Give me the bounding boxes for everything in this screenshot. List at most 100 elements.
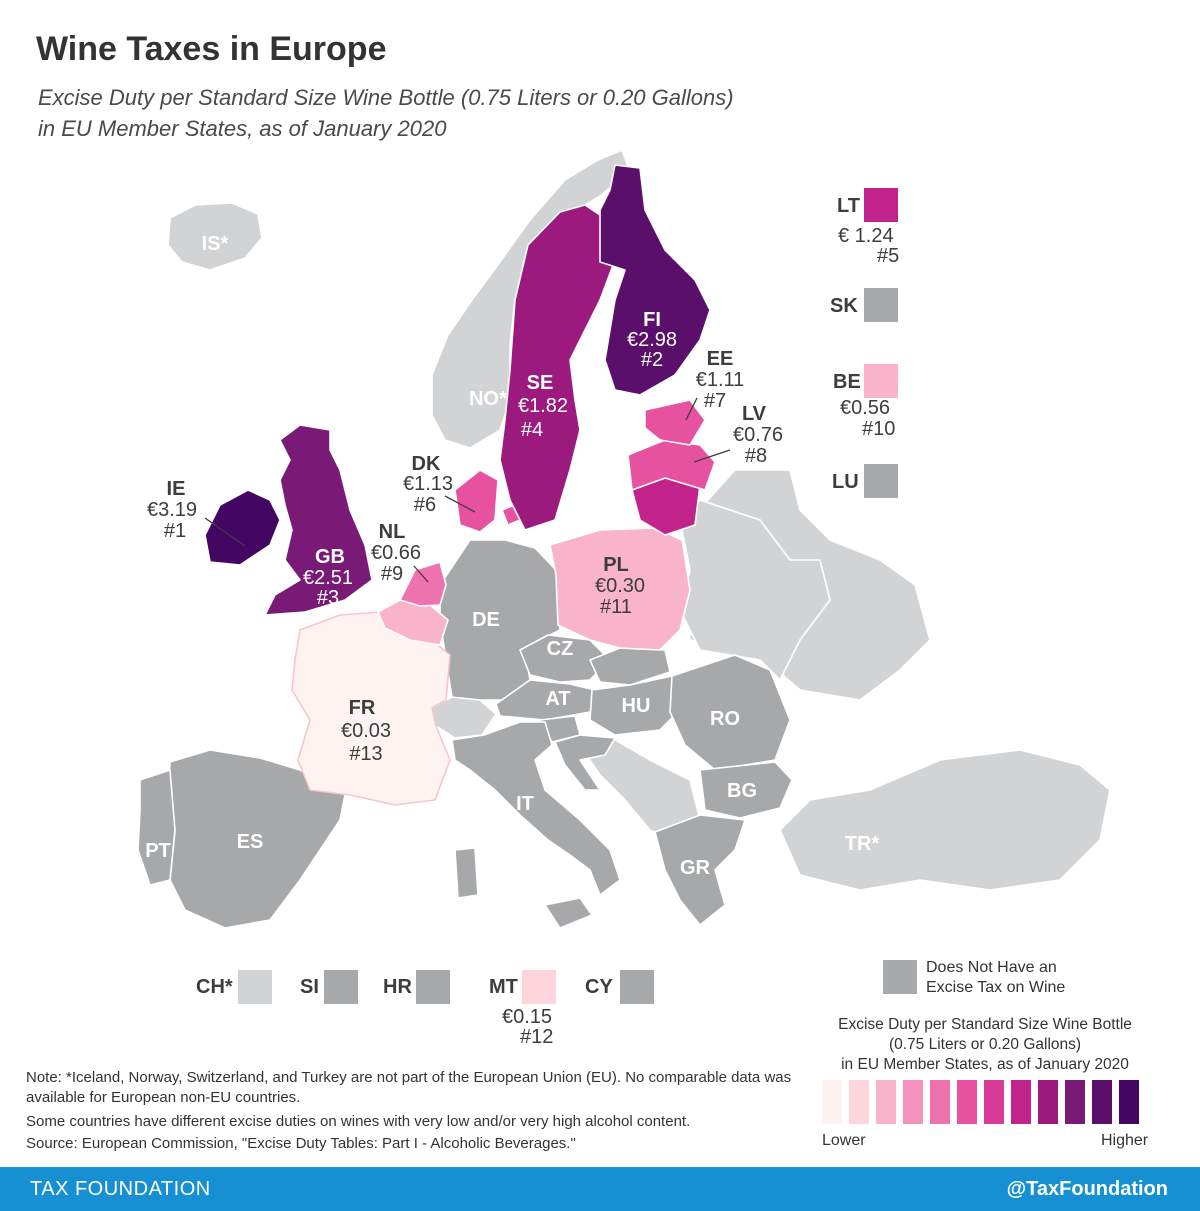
- footnotes: Note: *Iceland, Norway, Switzerland, and…: [26, 1068, 806, 1154]
- legend-no-tax-label: Does Not Have an Excise Tax on Wine: [926, 958, 1065, 998]
- svg-text:€0.76: €0.76: [733, 424, 783, 446]
- svg-text:IE: IE: [167, 478, 186, 500]
- country-denmark: [454, 469, 499, 533]
- small-label-si: SI: [300, 976, 319, 998]
- label-is: IS*: [202, 233, 229, 255]
- legend-ramp-swatch: [957, 1080, 977, 1124]
- country-italy: [451, 721, 621, 896]
- subtitle-line-1: Excise Duty per Standard Size Wine Bottl…: [38, 85, 734, 110]
- country-greece: [654, 814, 746, 926]
- label-group-se: SE €1.82 #4: [518, 372, 568, 441]
- label-group-ee: EE €1.11 #7: [696, 348, 745, 412]
- svg-text:#1: #1: [164, 520, 186, 542]
- svg-text:#13: #13: [349, 743, 382, 765]
- svg-text:€1.13: €1.13: [403, 473, 453, 495]
- inset-swatch-lt: [864, 188, 898, 222]
- page-title: Wine Taxes in Europe: [36, 30, 387, 68]
- legend-ramp-swatch: [1011, 1080, 1031, 1124]
- svg-text:NL: NL: [379, 521, 406, 543]
- country-romania: [669, 654, 791, 771]
- svg-text:€0.30: €0.30: [595, 575, 645, 597]
- label-group-dk: DK €1.13 #6: [403, 453, 453, 516]
- note-line-1: Note: *Iceland, Norway, Switzerland, and…: [26, 1069, 792, 1106]
- label-ro: RO: [710, 708, 740, 730]
- legend-ramp-swatch: [984, 1080, 1004, 1124]
- svg-text:PL: PL: [603, 554, 629, 576]
- small-swatch-hr: [416, 970, 450, 1004]
- small-label-cy: CY: [585, 976, 613, 998]
- leader-ee: [685, 397, 698, 421]
- legend-title-line-3: in EU Member States, as of January 2020: [841, 1056, 1129, 1073]
- label-group-nl: NL €0.66 #9: [371, 521, 421, 585]
- label-it: IT: [516, 793, 534, 815]
- inset-label-sk: SK: [830, 295, 858, 317]
- footer-brand: TAX FOUNDATION: [30, 1178, 211, 1200]
- legend-ramp-swatch: [1065, 1080, 1085, 1124]
- svg-text:FI: FI: [643, 309, 661, 331]
- inset-rank-lt: #5: [877, 245, 899, 267]
- country-croatia: [554, 734, 616, 791]
- svg-text:€1.82: €1.82: [518, 395, 568, 417]
- inset-label-be: BE: [833, 371, 861, 393]
- svg-text:#9: #9: [381, 563, 403, 585]
- label-pt: PT: [145, 840, 171, 862]
- svg-text:#11: #11: [600, 596, 632, 618]
- label-es: ES: [237, 831, 264, 853]
- legend-ramp-swatch: [849, 1080, 869, 1124]
- country-iceland: [167, 202, 263, 271]
- svg-text:€2.98: €2.98: [627, 329, 677, 351]
- country-united-kingdom: [264, 424, 373, 616]
- svg-text:€0.03: €0.03: [341, 720, 391, 742]
- legend-no-tax-swatch: [883, 960, 917, 994]
- legend-ramp-swatch: [930, 1080, 950, 1124]
- legend-ramp-swatch: [903, 1080, 923, 1124]
- legend-no-tax-line-1: Does Not Have an: [926, 959, 1057, 976]
- leader-dk: [444, 495, 476, 513]
- svg-text:#7: #7: [704, 390, 726, 412]
- small-label-ch: CH*: [196, 976, 233, 998]
- label-group-lv: LV €0.76 #8: [733, 403, 783, 467]
- svg-text:€3.19: €3.19: [147, 499, 197, 521]
- small-rank-mt: #12: [520, 1026, 554, 1048]
- legend-title: Excise Duty per Standard Size Wine Bottl…: [815, 1015, 1155, 1075]
- inset-value-lt: € 1.24: [838, 225, 894, 247]
- svg-text:€1.11: €1.11: [696, 369, 745, 391]
- country-finland: [599, 164, 711, 396]
- label-group-fr: FR €0.03 #13: [341, 697, 391, 765]
- footer-bar: TAX FOUNDATION @TaxFoundation: [0, 1167, 1200, 1211]
- svg-text:#8: #8: [745, 445, 767, 467]
- small-swatch-mt: [522, 970, 556, 1004]
- label-group-ie: IE €3.19 #1: [147, 478, 197, 542]
- small-value-mt: €0.15: [502, 1006, 553, 1028]
- country-ireland: [204, 489, 281, 566]
- svg-text:LV: LV: [742, 403, 767, 425]
- label-group-fi: FI €2.98 #2: [627, 309, 677, 371]
- svg-text:#4: #4: [521, 419, 543, 441]
- label-group-gb: GB €2.51 #3: [303, 546, 353, 609]
- legend-ramp-swatch: [1119, 1080, 1139, 1124]
- country-netherlands: [399, 561, 447, 607]
- label-at: AT: [545, 688, 570, 710]
- svg-text:#6: #6: [414, 494, 436, 516]
- svg-text:DK: DK: [412, 453, 441, 475]
- legend-ramp-swatch: [1038, 1080, 1058, 1124]
- svg-text:FR: FR: [349, 697, 376, 719]
- svg-text:€0.66: €0.66: [371, 542, 421, 564]
- legend-no-tax-line-2: Excise Tax on Wine: [926, 979, 1066, 996]
- country-sicily: [544, 897, 593, 929]
- legend-ramp-swatch: [876, 1080, 896, 1124]
- europe-map: IS* NO* TR* DE CZ AT HU RO BG IT GR ES P…: [137, 150, 1111, 929]
- legend-lower-label: Lower: [822, 1132, 866, 1149]
- legend-ramp-swatch: [822, 1080, 842, 1124]
- inset-rank-be: #10: [862, 418, 895, 440]
- country-poland: [549, 527, 691, 651]
- leader-lv: [693, 449, 731, 463]
- label-no: NO*: [469, 388, 507, 410]
- country-turkey: [779, 749, 1111, 891]
- small-label-hr: HR: [383, 976, 412, 998]
- small-swatch-si: [324, 970, 358, 1004]
- inset-swatch-lu: [864, 464, 898, 498]
- label-de: DE: [472, 609, 500, 631]
- label-bg: BG: [727, 780, 757, 802]
- svg-text:SE: SE: [527, 372, 554, 394]
